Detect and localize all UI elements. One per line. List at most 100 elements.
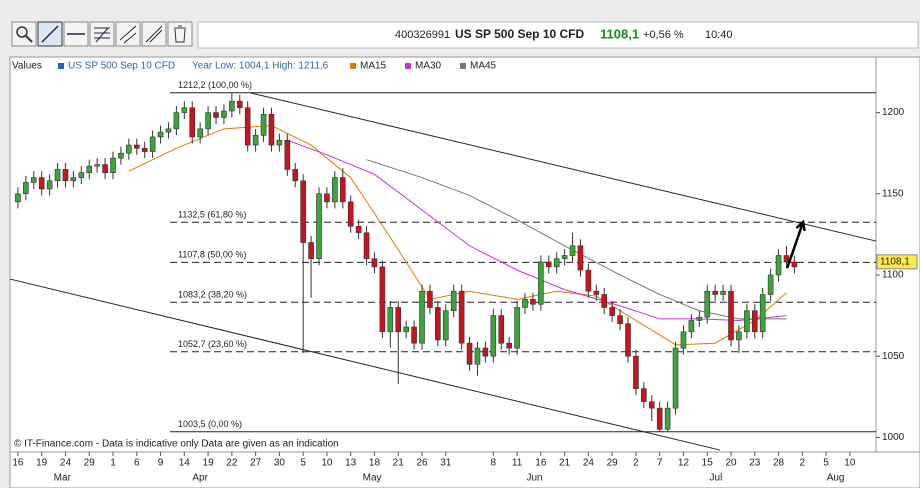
x-tick-label: 11 xyxy=(512,458,523,469)
candle-body xyxy=(221,110,227,118)
candle-body xyxy=(236,100,243,109)
x-tick-label: 23 xyxy=(749,458,761,469)
candle-body xyxy=(775,255,782,276)
x-tick-label: 1 xyxy=(110,458,116,469)
candle-body xyxy=(514,307,520,349)
candle-body xyxy=(268,113,275,146)
candle-body xyxy=(728,290,734,341)
y-tick-label: 1000 xyxy=(882,432,905,443)
parallel-icon xyxy=(145,25,163,43)
candle-body xyxy=(181,107,188,113)
candle-body xyxy=(157,131,164,138)
candle-body xyxy=(173,112,180,130)
candle-body xyxy=(387,307,394,333)
legend-swatch xyxy=(405,63,411,69)
trend-line xyxy=(249,92,877,242)
candle-body xyxy=(260,113,267,136)
x-tick-label: 24 xyxy=(583,458,595,469)
legend-title: Values xyxy=(12,61,42,72)
candle-body xyxy=(189,107,196,138)
arrow xyxy=(786,221,805,269)
candle-body xyxy=(86,165,93,173)
x-tick-label: 29 xyxy=(607,458,619,469)
arrow-head xyxy=(795,219,806,232)
candle-body xyxy=(688,320,695,333)
x-tick-label: 5 xyxy=(823,458,829,469)
candle-body xyxy=(609,307,615,316)
candle-body xyxy=(569,245,576,256)
y-tick-label: 1100 xyxy=(882,270,904,281)
year-range: Year Low: 1004,1 High: 1211,6 xyxy=(192,61,329,72)
candle-body xyxy=(617,315,623,325)
x-tick-label: 16 xyxy=(535,458,547,469)
candle-body xyxy=(363,232,370,260)
x-tick-label: 31 xyxy=(440,458,452,469)
candle-body xyxy=(46,180,53,190)
x-tick-label: 26 xyxy=(416,458,428,469)
channel-button[interactable] xyxy=(115,21,141,47)
footer-note: © IT-Finance.com - Data is indicative on… xyxy=(14,439,339,450)
x-tick-label: 8 xyxy=(491,458,497,469)
x-tick-label: 21 xyxy=(559,458,571,469)
legend-entry: MA45 xyxy=(470,61,497,72)
candle-body xyxy=(482,347,489,357)
x-tick-label: 22 xyxy=(226,458,238,469)
candle-body xyxy=(577,245,584,271)
candle-body xyxy=(720,290,726,295)
x-tick-label: 12 xyxy=(678,458,690,469)
candle-body xyxy=(522,299,528,308)
candle-body xyxy=(450,290,457,312)
candle-body xyxy=(498,315,505,344)
x-tick-label: 10 xyxy=(321,458,333,469)
x-tick-label: 10 xyxy=(844,458,856,469)
quote-id: 400326991 xyxy=(395,29,450,41)
candle-body xyxy=(229,100,235,112)
fibonacci-icon xyxy=(94,27,110,43)
candle-body xyxy=(545,261,552,268)
candle-body xyxy=(15,193,21,203)
x-tick-label: 16 xyxy=(12,458,24,469)
quote-time: 10:40 xyxy=(705,29,733,41)
candle-body xyxy=(54,169,61,182)
candle-body xyxy=(744,310,750,333)
candle-body xyxy=(601,294,608,308)
legend-swatch xyxy=(350,63,356,69)
candle-body xyxy=(435,307,441,341)
candle-body xyxy=(133,144,140,149)
legend: Values US SP 500 Sep 10 CFD Year Low: 10… xyxy=(12,61,497,72)
fib-label: 1083,2 (38,20 %) xyxy=(178,290,247,300)
y-tick-label: 1200 xyxy=(882,107,905,118)
candle-body xyxy=(585,269,592,292)
month-label: Mar xyxy=(54,473,72,484)
candle-body xyxy=(458,290,465,344)
price-tag xyxy=(876,254,918,270)
quote-bar xyxy=(197,21,919,49)
candle-body xyxy=(656,407,663,430)
fib-label: 1003,5 (0,00 %) xyxy=(178,419,242,429)
candle-body xyxy=(197,128,203,138)
candle-body xyxy=(767,274,774,295)
zoom-button[interactable] xyxy=(11,21,37,47)
fibonacci-button[interactable] xyxy=(89,21,115,47)
candle-body xyxy=(213,112,219,118)
y-tick-label: 1050 xyxy=(882,351,905,362)
candle-body xyxy=(395,307,402,333)
candle-body xyxy=(347,201,354,227)
legend-entry: MA30 xyxy=(415,61,442,72)
candle-body xyxy=(783,255,790,263)
candle-body xyxy=(324,193,330,203)
candle-body xyxy=(490,315,497,357)
candle-body xyxy=(339,177,346,203)
channel-icon xyxy=(119,25,137,44)
candle-body xyxy=(538,261,544,305)
candle-body xyxy=(648,401,655,409)
candle-body xyxy=(284,139,291,170)
candle-body xyxy=(102,164,108,173)
fib-label: 1052,7 (23,60 %) xyxy=(178,339,247,349)
candle-body xyxy=(165,128,172,133)
candle-body xyxy=(94,164,100,167)
candle-body xyxy=(276,139,283,146)
candle-body xyxy=(30,177,37,183)
x-tick-label: 2 xyxy=(800,458,806,469)
